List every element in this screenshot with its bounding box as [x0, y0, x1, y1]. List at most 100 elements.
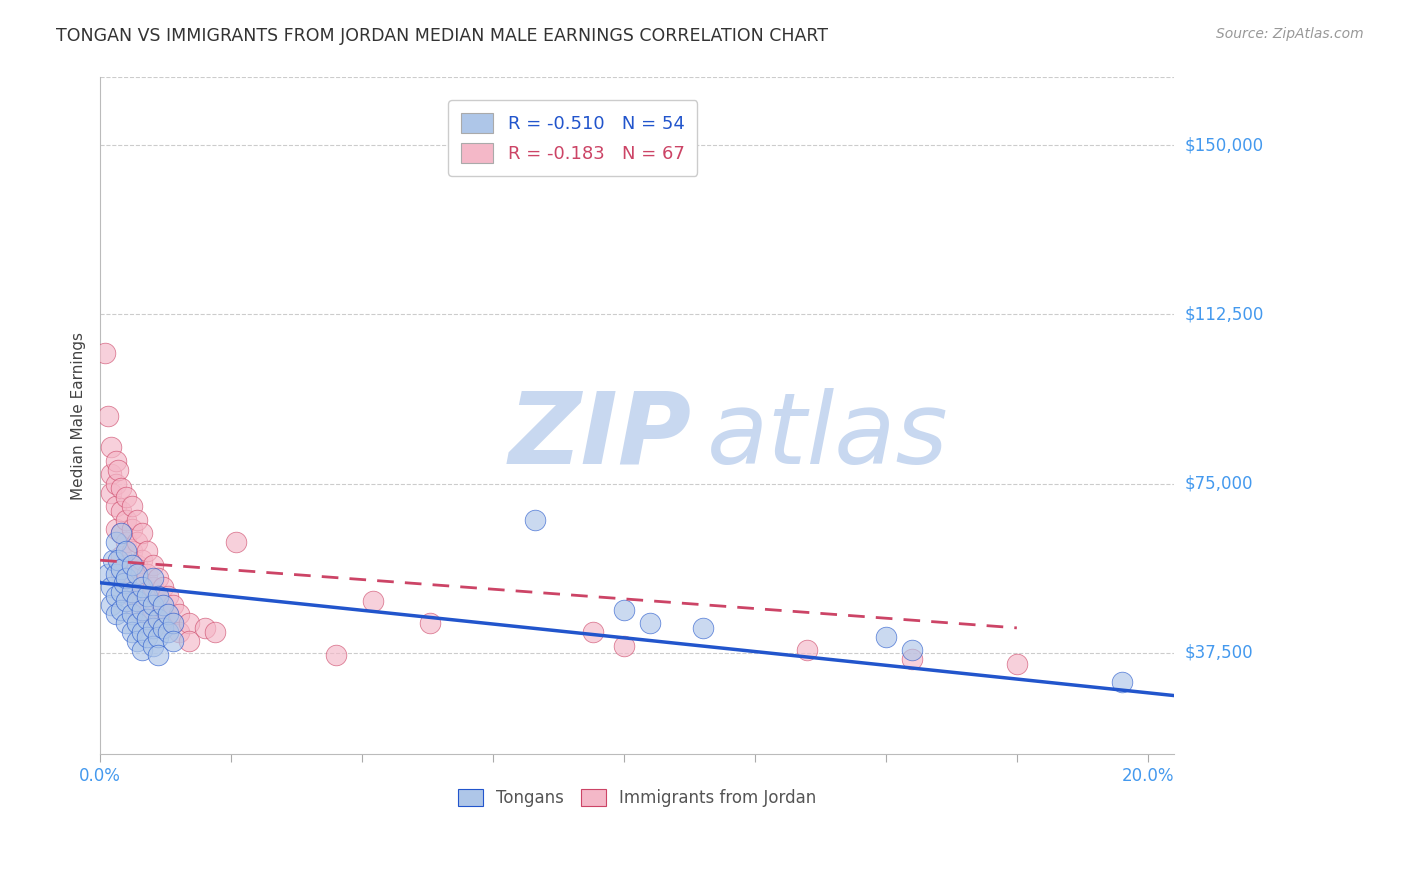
Point [125, 566, 148, 581]
Text: $37,500: $37,500 [1185, 644, 1254, 662]
Point [141, 603, 163, 617]
Point [104, 535, 127, 549]
Point [152, 616, 174, 631]
Point [136, 607, 159, 622]
Point [146, 648, 169, 662]
Point [121, 584, 143, 599]
Legend: Tongans, Immigrants from Jordan: Tongans, Immigrants from Jordan [451, 782, 823, 814]
Point [136, 589, 159, 603]
Point [121, 625, 143, 640]
Point [581, 625, 603, 640]
Point [157, 589, 180, 603]
Point [115, 535, 138, 549]
Point [136, 612, 159, 626]
Point [136, 544, 159, 558]
Point [100, 485, 122, 500]
Point [162, 634, 184, 648]
Point [100, 599, 122, 613]
Point [121, 544, 143, 558]
Point [121, 558, 143, 572]
Point [613, 603, 636, 617]
Point [110, 481, 132, 495]
Point [94, 345, 117, 359]
Point [141, 599, 163, 613]
Point [100, 467, 122, 482]
Point [104, 476, 127, 491]
Point [131, 603, 153, 617]
Text: $150,000: $150,000 [1185, 136, 1264, 154]
Point [146, 612, 169, 626]
Point [131, 580, 153, 594]
Point [107, 553, 129, 567]
Point [613, 639, 636, 653]
Point [115, 544, 138, 558]
Point [157, 607, 180, 622]
Point [104, 607, 127, 622]
Point [152, 580, 174, 594]
Point [325, 648, 347, 662]
Point [100, 580, 122, 594]
Point [115, 558, 138, 572]
Point [146, 612, 169, 626]
Point [361, 594, 384, 608]
Point [638, 616, 661, 631]
Point [115, 490, 138, 504]
Point [141, 571, 163, 585]
Point [162, 616, 184, 631]
Point [121, 522, 143, 536]
Point [125, 603, 148, 617]
Point [1111, 675, 1133, 690]
Point [136, 589, 159, 603]
Point [146, 571, 169, 585]
Point [97, 409, 120, 423]
Point [110, 584, 132, 599]
Point [104, 499, 127, 513]
Point [131, 575, 153, 590]
Point [125, 594, 148, 608]
Point [152, 599, 174, 613]
Point [167, 625, 190, 640]
Point [131, 526, 153, 541]
Point [103, 553, 125, 567]
Point [110, 549, 132, 563]
Point [121, 566, 143, 581]
Point [692, 621, 714, 635]
Point [115, 594, 138, 608]
Text: $75,000: $75,000 [1185, 475, 1254, 492]
Point [110, 526, 132, 541]
Point [115, 513, 138, 527]
Point [104, 589, 127, 603]
Point [1005, 657, 1028, 671]
Point [110, 526, 132, 541]
Point [796, 643, 818, 657]
Point [125, 558, 148, 572]
Point [225, 535, 247, 549]
Point [104, 566, 127, 581]
Point [104, 454, 127, 468]
Point [194, 621, 217, 635]
Point [179, 634, 201, 648]
Point [152, 621, 174, 635]
Text: atlas: atlas [707, 388, 949, 484]
Point [125, 580, 148, 594]
Point [152, 599, 174, 613]
Text: ZIP: ZIP [508, 388, 692, 484]
Point [179, 616, 201, 631]
Point [131, 553, 153, 567]
Point [901, 643, 924, 657]
Point [146, 630, 169, 644]
Point [110, 566, 132, 581]
Point [136, 630, 159, 644]
Point [121, 589, 143, 603]
Point [523, 513, 546, 527]
Point [121, 607, 143, 622]
Point [901, 652, 924, 666]
Point [107, 463, 129, 477]
Point [875, 630, 897, 644]
Point [157, 607, 180, 622]
Point [125, 616, 148, 631]
Y-axis label: Median Male Earnings: Median Male Earnings [72, 332, 86, 500]
Point [125, 535, 148, 549]
Text: TONGAN VS IMMIGRANTS FROM JORDAN MEDIAN MALE EARNINGS CORRELATION CHART: TONGAN VS IMMIGRANTS FROM JORDAN MEDIAN … [56, 27, 828, 45]
Point [167, 607, 190, 622]
